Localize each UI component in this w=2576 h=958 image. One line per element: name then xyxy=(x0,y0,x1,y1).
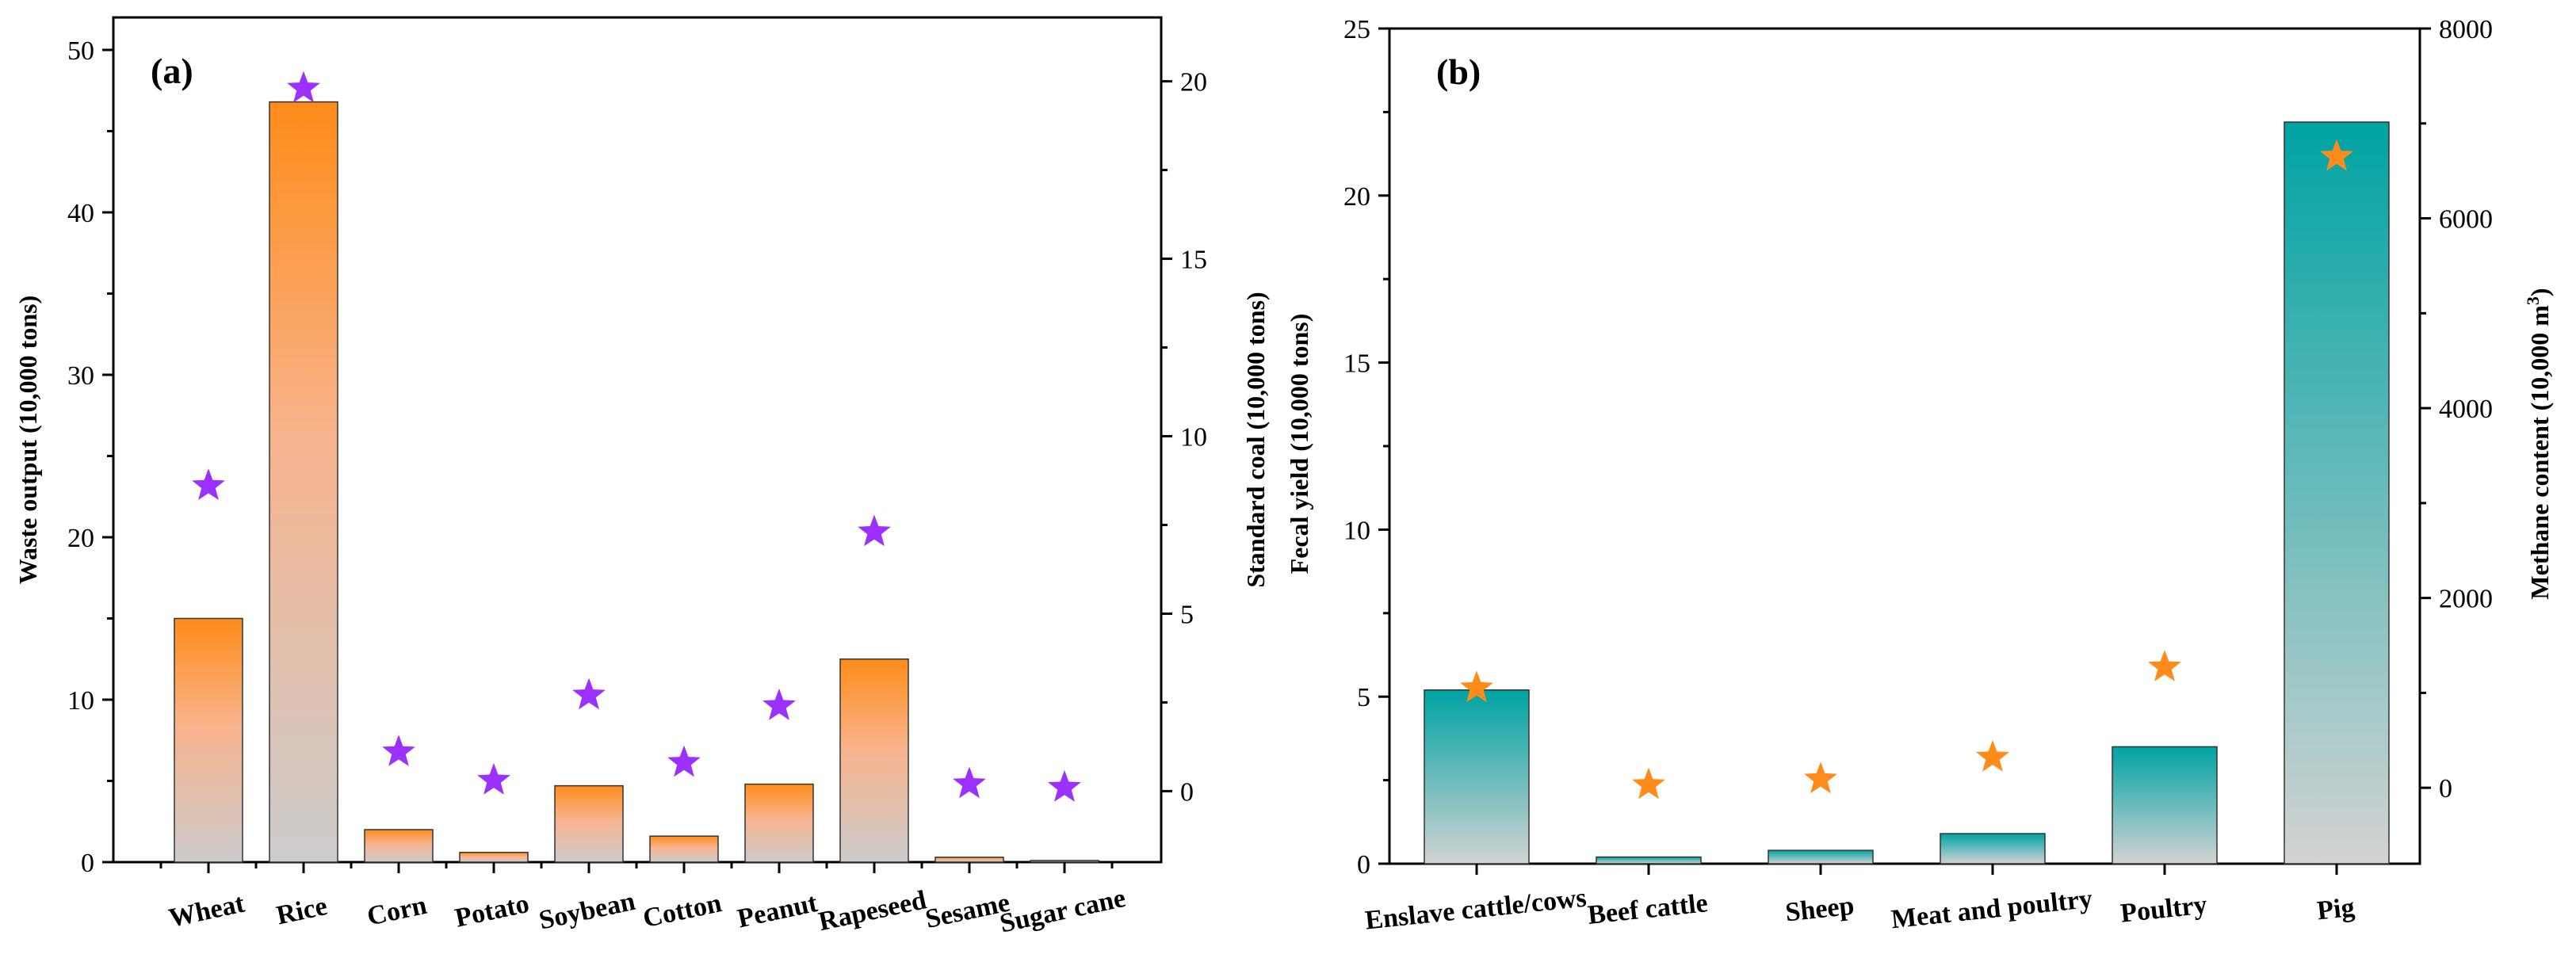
star-marker-rapeseed xyxy=(858,514,891,547)
y-tick-label: 10 xyxy=(1343,516,1370,545)
star-marker-soybean xyxy=(572,677,606,710)
y2-tick-label: 10 xyxy=(1180,423,1207,452)
y2-tick-label: 0 xyxy=(2439,774,2452,803)
x-tick-label-peanut: Peanut xyxy=(735,888,820,934)
x-tick-label-meat-and-poultry: Meat and poultry xyxy=(1890,884,2093,934)
x-tick-label-corn: Corn xyxy=(365,891,430,932)
y-tick-label: 15 xyxy=(1343,349,1370,379)
star-marker-cotton xyxy=(667,745,701,777)
y-axis-title-left-a: Waste output (10,000 tons) xyxy=(13,296,42,584)
y-axis-left-a: 0 10 20 30 40 50 xyxy=(67,36,113,878)
star-marker-meat-and-poultry xyxy=(1976,739,2009,772)
y-tick-label: 5 xyxy=(1357,683,1370,712)
x-tick-label-wheat: Wheat xyxy=(166,888,248,933)
bar-pig xyxy=(2284,121,2390,864)
y-axis-title-right-b-sup: 3 xyxy=(2523,296,2543,305)
panel-label-a: (a) xyxy=(151,51,193,91)
y2-tick-label: 0 xyxy=(1180,777,1194,807)
bar-rapeseed xyxy=(839,658,909,863)
star-marker-sesame xyxy=(953,766,986,799)
y2-tick-label: 4000 xyxy=(2439,395,2493,424)
y-axis-left-b: 0 5 10 15 20 25 xyxy=(1343,15,1389,880)
bar-cotton xyxy=(649,835,719,863)
bar-soybean xyxy=(554,784,624,863)
x-tick-label-rapeseed: Rapeseed xyxy=(816,885,930,937)
y2-tick-label: 20 xyxy=(1180,68,1207,97)
x-tick-label-rice: Rice xyxy=(274,891,330,931)
bar-series-fecal-yield xyxy=(1424,121,2390,864)
star-marker-wheat xyxy=(192,468,225,500)
y-tick-label: 10 xyxy=(67,686,94,716)
y-axis-title-right-a: Standard coal (10,000 tons) xyxy=(1241,292,1270,587)
y-tick-label: 20 xyxy=(1343,182,1370,212)
bar-series-waste-output xyxy=(174,101,1099,863)
x-tick-label-sugar-cane: Sugar cane xyxy=(997,884,1128,939)
x-tick-label-cotton: Cotton xyxy=(640,888,724,933)
bar-peanut xyxy=(744,783,814,863)
bar-poultry xyxy=(2112,746,2218,864)
marker-series-standard-coal xyxy=(192,71,1081,802)
plot-frame-b xyxy=(1388,27,2421,865)
bar-potato xyxy=(459,851,529,863)
x-tick-label-poultry: Poultry xyxy=(2119,890,2208,928)
y2-tick-label: 2000 xyxy=(2439,585,2493,614)
y-tick-label: 50 xyxy=(67,36,94,66)
y-tick-label: 25 xyxy=(1343,15,1370,44)
star-marker-potato xyxy=(477,763,510,795)
star-marker-rice xyxy=(287,71,320,103)
y-axis-title-left-b: Fecal yield (10,000 tons) xyxy=(1285,314,1313,574)
x-axis-a: Wheat Rice Corn Potato Soybean Cotton PeanutRa… xyxy=(159,862,1128,939)
y2-tick-label: 5 xyxy=(1180,600,1194,629)
star-marker-sugar-cane xyxy=(1048,769,1081,802)
y-tick-label: 0 xyxy=(1357,850,1370,880)
y-tick-label: 20 xyxy=(67,524,94,553)
y-axis-title-right-b-end: ) xyxy=(2525,288,2554,296)
y-axis-title-right-b-main: Methane content (10,000 m xyxy=(2525,305,2554,600)
chart-panel-b: (b) Fecal yield (10,000 tons) Methane co… xyxy=(1285,15,2554,936)
y2-tick-label: 15 xyxy=(1180,246,1207,275)
chart-panel-a: (a) Waste output (10,000 tons) Standard … xyxy=(13,16,1270,939)
y-tick-label: 0 xyxy=(81,849,94,878)
bar-enslave-cattle-cows xyxy=(1424,689,1530,864)
y-axis-right-b: 0 2000 4000 6000 8000 xyxy=(2420,15,2493,803)
x-tick-label-beef-cattle: Beef cattle xyxy=(1586,888,1709,930)
bar-sheep xyxy=(1768,849,1874,864)
x-tick-label-pig: Pig xyxy=(2315,893,2356,926)
star-marker-beef-cattle xyxy=(1632,767,1665,800)
y-tick-label: 30 xyxy=(67,361,94,391)
x-tick-label-potato: Potato xyxy=(453,889,532,933)
star-marker-sheep xyxy=(1804,761,1837,794)
x-tick-label-soybean: Soybean xyxy=(537,887,638,936)
y2-tick-label: 6000 xyxy=(2439,205,2493,235)
star-marker-corn xyxy=(382,735,415,766)
bar-sesame xyxy=(934,857,1004,863)
y-axis-right-a: 0 5 10 15 20 xyxy=(1161,68,1207,807)
bar-meat-and-poultry xyxy=(1940,833,2046,864)
marker-series-methane-content xyxy=(1460,139,2353,800)
star-marker-poultry xyxy=(2148,650,2181,681)
star-marker-pig xyxy=(2320,139,2353,171)
panel-label-b: (b) xyxy=(1436,52,1481,92)
x-tick-label-enslave-cattle-cows: Enslave cattle/cows xyxy=(1364,884,1588,936)
y-tick-label: 40 xyxy=(67,199,94,228)
star-marker-peanut xyxy=(762,688,796,720)
bar-beef-cattle xyxy=(1596,856,1702,864)
bar-sugar-cane xyxy=(1030,860,1099,863)
y-axis-title-right-b: Methane content (10,000 m3) xyxy=(2523,288,2554,599)
bar-rice xyxy=(269,101,338,863)
y2-tick-label: 8000 xyxy=(2439,15,2493,44)
x-tick-label-sheep: Sheep xyxy=(1784,891,1856,928)
bar-corn xyxy=(364,829,434,863)
star-marker-enslave-cattle-cows xyxy=(1460,670,1493,703)
bar-wheat xyxy=(174,617,243,863)
